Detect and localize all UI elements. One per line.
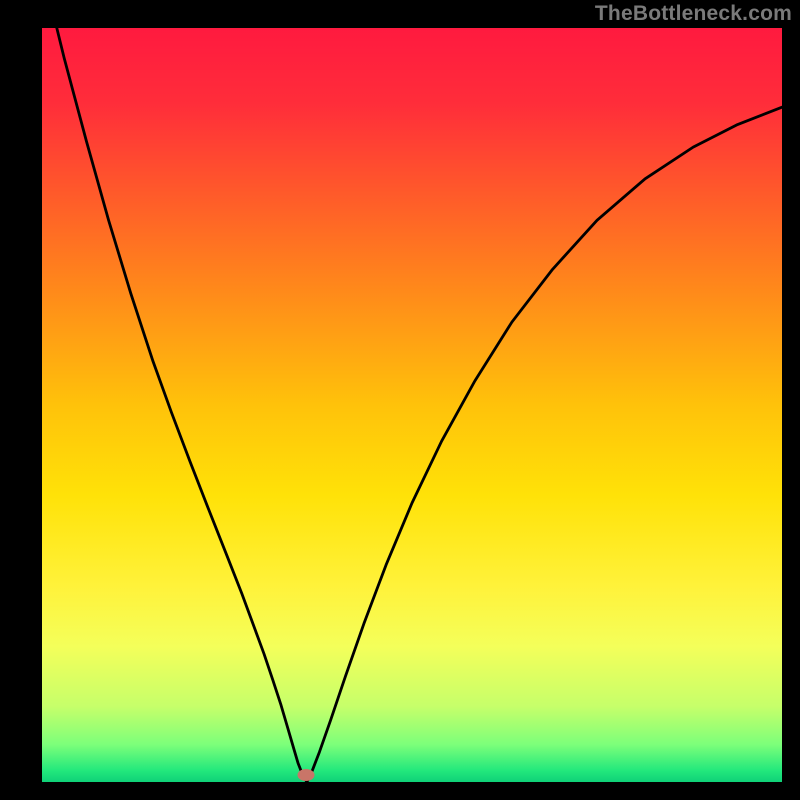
bottleneck-curve: [42, 0, 782, 782]
minimum-marker: [298, 769, 315, 781]
plot-area: [42, 28, 782, 782]
watermark-text: TheBottleneck.com: [595, 2, 792, 26]
chart-container: TheBottleneck.com: [0, 0, 800, 800]
curve-layer: [42, 28, 782, 782]
